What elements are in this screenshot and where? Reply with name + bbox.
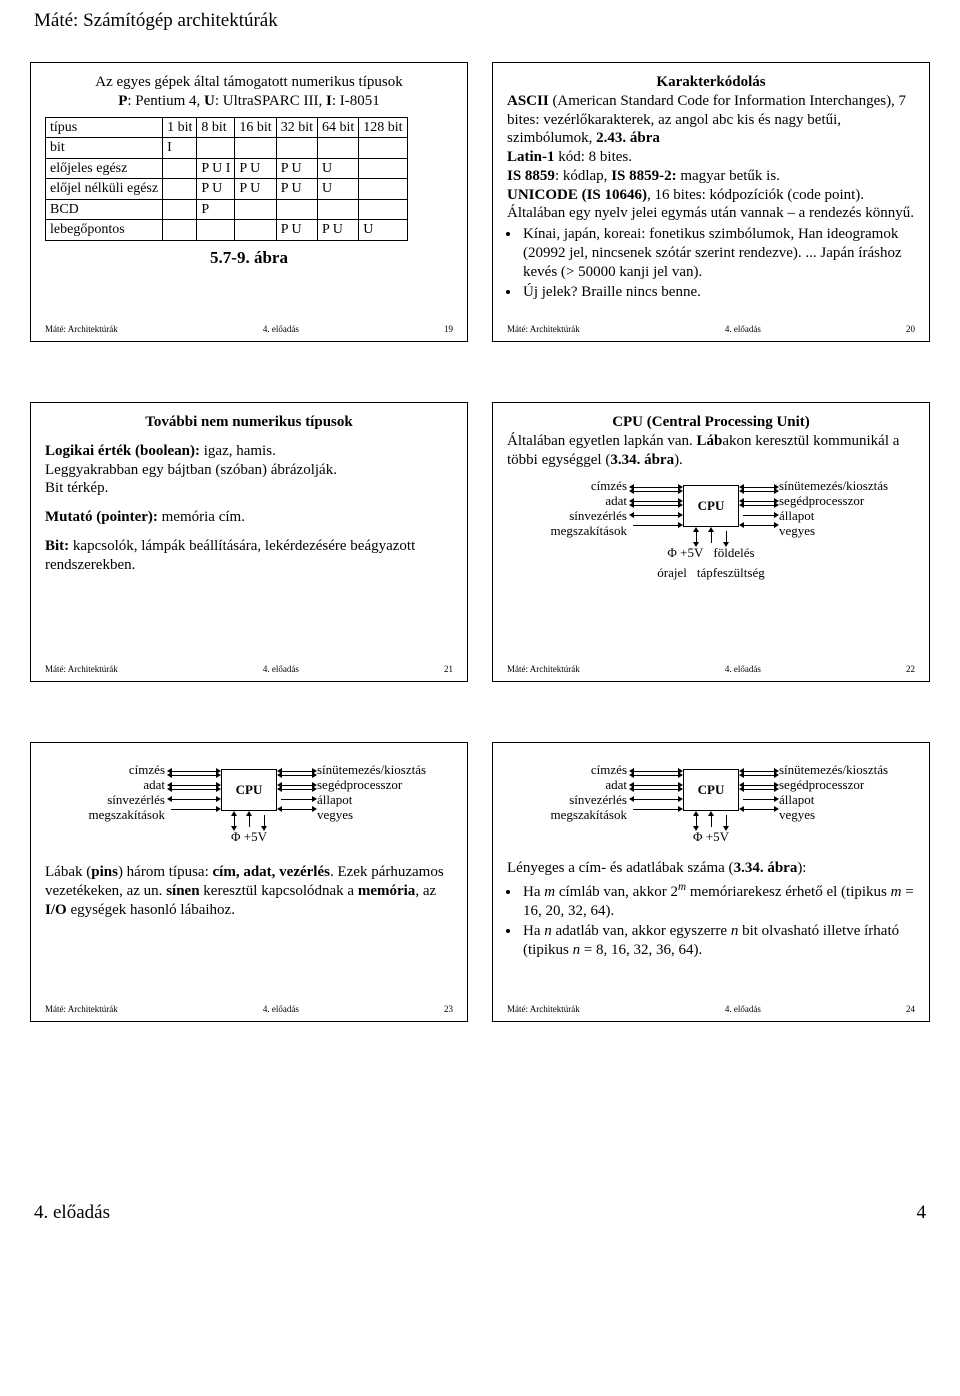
cpu-box: CPU <box>683 485 739 527</box>
slide19-caption: 5.7-9. ábra <box>45 247 453 268</box>
slide24-intro: Lényeges a cím- és adatlábak száma (3.34… <box>507 859 915 878</box>
numeric-types-table: típus 1 bit 8 bit 16 bit 32 bit 64 bit 1… <box>45 117 408 241</box>
cpu-diagram-22: címzés adat sínvezérlés megszakítások sí… <box>521 475 901 585</box>
slide21-p2: Leggyakrabban egy bájtban (szóban) ábráz… <box>45 461 453 480</box>
page-footer-left: 4. előadás <box>34 1202 110 1224</box>
document-title: Máté: Számítógép architektúrák <box>30 10 930 62</box>
slide21-p4: Mutató (pointer): memória cím. <box>45 508 453 527</box>
slides-grid: Az egyes gépek által támogatott numeriku… <box>30 62 930 1022</box>
slide20-unicode: UNICODE (IS 10646), 16 bites: kódpozíció… <box>507 186 915 224</box>
table-row: típus 1 bit 8 bit 16 bit 32 bit 64 bit 1… <box>46 117 408 138</box>
slide-footer: Máté: Architektúrák 4. előadás 23 <box>45 1000 453 1017</box>
slide19-subtitle: P: Pentium 4, U: UltraSPARC III, I: I-80… <box>45 92 453 111</box>
slide-footer: Máté: Architektúrák 4. előadás 19 <box>45 320 453 337</box>
list-item: Ha m címláb van, akkor 2m memóriarekesz … <box>521 880 915 921</box>
page-footer: 4. előadás 4 <box>30 1082 930 1224</box>
list-item: Ha n adatláb van, akkor egyszerre n bit … <box>521 922 915 960</box>
cpu-right-labels: sínütemezés/kiosztás segédprocesszor áll… <box>779 479 919 539</box>
cpu-bottom-labels2: órajel tápfeszültség <box>521 565 901 581</box>
slide-19: Az egyes gépek által támogatott numeriku… <box>30 62 468 342</box>
table-row: bitI <box>46 138 408 159</box>
slide-24: címzés adat sínvezérlés megszakítások sí… <box>492 742 930 1022</box>
slide21-p1: Logikai érték (boolean): igaz, hamis. <box>45 442 453 461</box>
slide20-ascii: ASCII (American Standard Code for Inform… <box>507 92 915 148</box>
slide-20: Karakterkódolás ASCII (American Standard… <box>492 62 930 342</box>
cpu-diagram-24: címzés adat sínvezérlés megszakítások sí… <box>521 759 901 849</box>
table-row: lebegőpontosP UP UU <box>46 220 408 241</box>
slide-21: További nem numerikus típusok Logikai ér… <box>30 402 468 682</box>
table-row: előjel nélküli egészP UP UP UU <box>46 179 408 200</box>
slide20-latin1: Latin-1 kód: 8 bites. <box>507 148 915 167</box>
slide19-p-label: P <box>118 93 127 109</box>
slide24-bullets: Ha m címláb van, akkor 2m memóriarekesz … <box>509 880 915 960</box>
slide20-bullets: Kínai, japán, koreai: fonetikus szimbólu… <box>509 225 915 302</box>
slide22-intro: Általában egyetlen lapkán van. Lábakon k… <box>507 432 915 470</box>
page-footer-right: 4 <box>917 1202 927 1224</box>
cpu-diagram-23: címzés adat sínvezérlés megszakítások sí… <box>59 759 439 849</box>
table-row: BCDP <box>46 199 408 220</box>
list-item: Új jelek? Braille nincs benne. <box>521 283 915 302</box>
slide-23: címzés adat sínvezérlés megszakítások sí… <box>30 742 468 1022</box>
slide-footer: Máté: Architektúrák 4. előadás 22 <box>507 660 915 677</box>
cpu-bottom-labels: Φ +5V földelés <box>521 545 901 561</box>
slide21-p5: Bit: kapcsolók, lámpák beállítására, lek… <box>45 537 453 575</box>
list-item: Kínai, japán, koreai: fonetikus szimbólu… <box>521 225 915 281</box>
slide21-p3: Bit térkép. <box>45 479 453 498</box>
cpu-left-labels: címzés adat sínvezérlés megszakítások <box>521 479 627 539</box>
table-row: előjeles egészP U IP UP UU <box>46 158 408 179</box>
slide21-title: További nem numerikus típusok <box>45 413 453 432</box>
slide-22: CPU (Central Processing Unit) Általában … <box>492 402 930 682</box>
slide-footer: Máté: Architektúrák 4. előadás 20 <box>507 320 915 337</box>
wire <box>633 487 679 488</box>
slide20-title: Karakterkódolás <box>507 73 915 92</box>
slide20-is8859: IS 8859: kódlap, IS 8859-2: magyar betűk… <box>507 167 915 186</box>
slide-footer: Máté: Architektúrák 4. előadás 21 <box>45 660 453 677</box>
slide-footer: Máté: Architektúrák 4. előadás 24 <box>507 1000 915 1017</box>
slide22-title: CPU (Central Processing Unit) <box>507 413 915 432</box>
slide23-text: Lábak (pins) három típusa: cím, adat, ve… <box>45 863 453 919</box>
slide19-title: Az egyes gépek által támogatott numeriku… <box>45 73 453 92</box>
page: Máté: Számítógép architektúrák Az egyes … <box>0 0 960 1244</box>
